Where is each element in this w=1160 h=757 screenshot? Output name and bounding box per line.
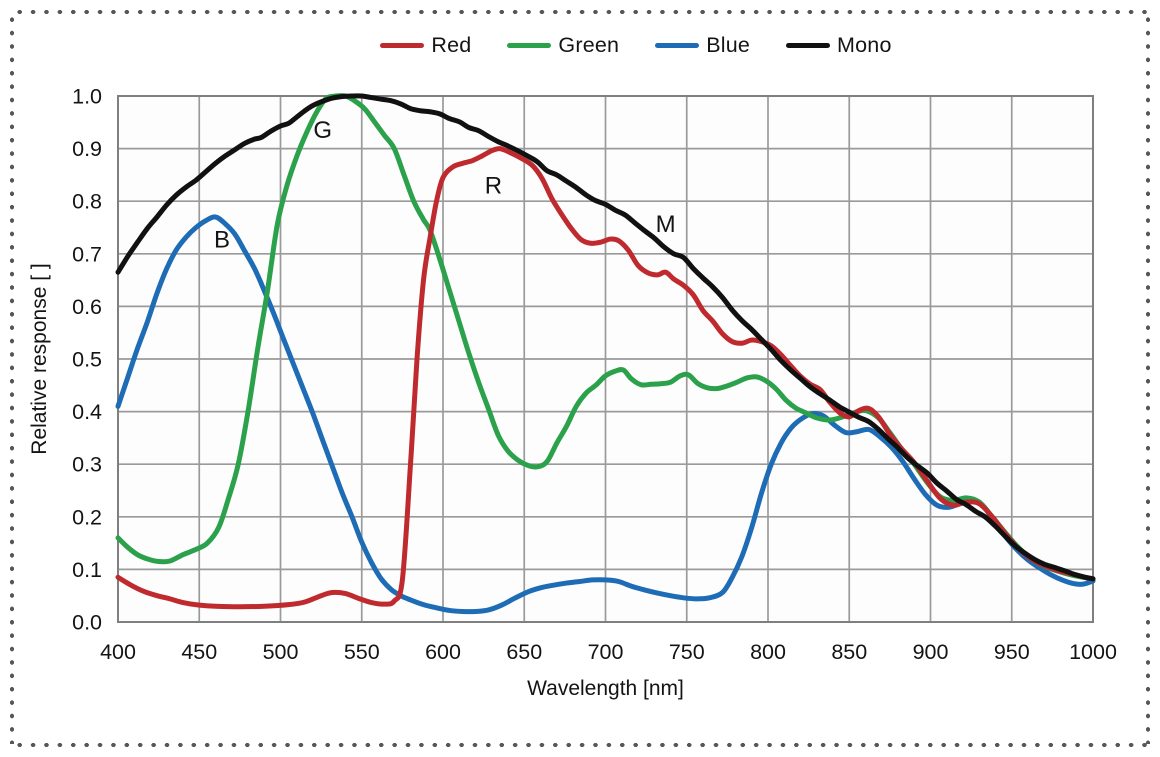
x-tick-label: 750	[669, 640, 705, 664]
y-tick-label: 0.1	[72, 558, 102, 582]
x-tick-label: 600	[425, 640, 461, 664]
dotted-border-bottom	[13, 742, 1147, 748]
x-tick-label: 900	[913, 640, 949, 664]
x-tick-label: 850	[831, 640, 867, 664]
x-tick-label: 800	[750, 640, 786, 664]
x-tick-label: 550	[344, 640, 380, 664]
legend-swatch-green	[507, 43, 552, 48]
annotation-letter-m: M	[656, 211, 676, 238]
legend-label: Red	[431, 33, 472, 57]
series-line-blue	[115, 214, 1096, 615]
y-tick-label: 0.6	[72, 295, 102, 319]
legend-item-blue: Blue	[655, 33, 750, 58]
legend-swatch-mono	[786, 43, 831, 48]
annotation-letter-r: R	[485, 172, 502, 199]
x-tick-label: 700	[588, 640, 624, 664]
plot-border	[117, 95, 1094, 623]
legend-item-green: Green	[507, 33, 619, 58]
y-tick-label: 0.9	[72, 137, 102, 161]
legend-item-red: Red	[380, 33, 471, 58]
legend-label: Green	[558, 33, 620, 57]
x-tick-label: 450	[181, 640, 217, 664]
y-tick-label: 0.5	[72, 348, 102, 372]
annotation-letter-g: G	[313, 117, 332, 144]
y-tick-label: 0.3	[72, 453, 102, 477]
series-line-mono	[115, 93, 1096, 582]
dotted-border-right	[1145, 13, 1151, 744]
y-tick-label: 0.0	[72, 611, 102, 635]
x-tick-label: 650	[506, 640, 542, 664]
annotation-letter-b: B	[214, 227, 230, 254]
y-tick-label: 0.7	[72, 242, 102, 266]
legend-item-mono: Mono	[786, 33, 892, 58]
x-tick-label: 1000	[1069, 640, 1117, 664]
dotted-border-top	[13, 9, 1147, 15]
legend-swatch-red	[380, 43, 425, 48]
legend-swatch-blue	[655, 43, 700, 48]
x-tick-label: 400	[100, 640, 136, 664]
x-tick-label: 500	[263, 640, 299, 664]
dotted-border-left	[9, 13, 15, 744]
x-tick-label: 950	[994, 640, 1030, 664]
legend-label: Mono	[837, 33, 892, 57]
y-tick-label: 1.0	[72, 85, 102, 109]
y-tick-label: 0.4	[72, 400, 102, 424]
y-tick-label: 0.2	[72, 505, 102, 529]
legend-label: Blue	[706, 33, 751, 57]
x-axis-label: Wavelength [nm]	[527, 677, 684, 700]
chart-legend: Red Green Blue Mono	[56, 33, 1160, 58]
y-tick-label: 0.8	[72, 190, 102, 214]
